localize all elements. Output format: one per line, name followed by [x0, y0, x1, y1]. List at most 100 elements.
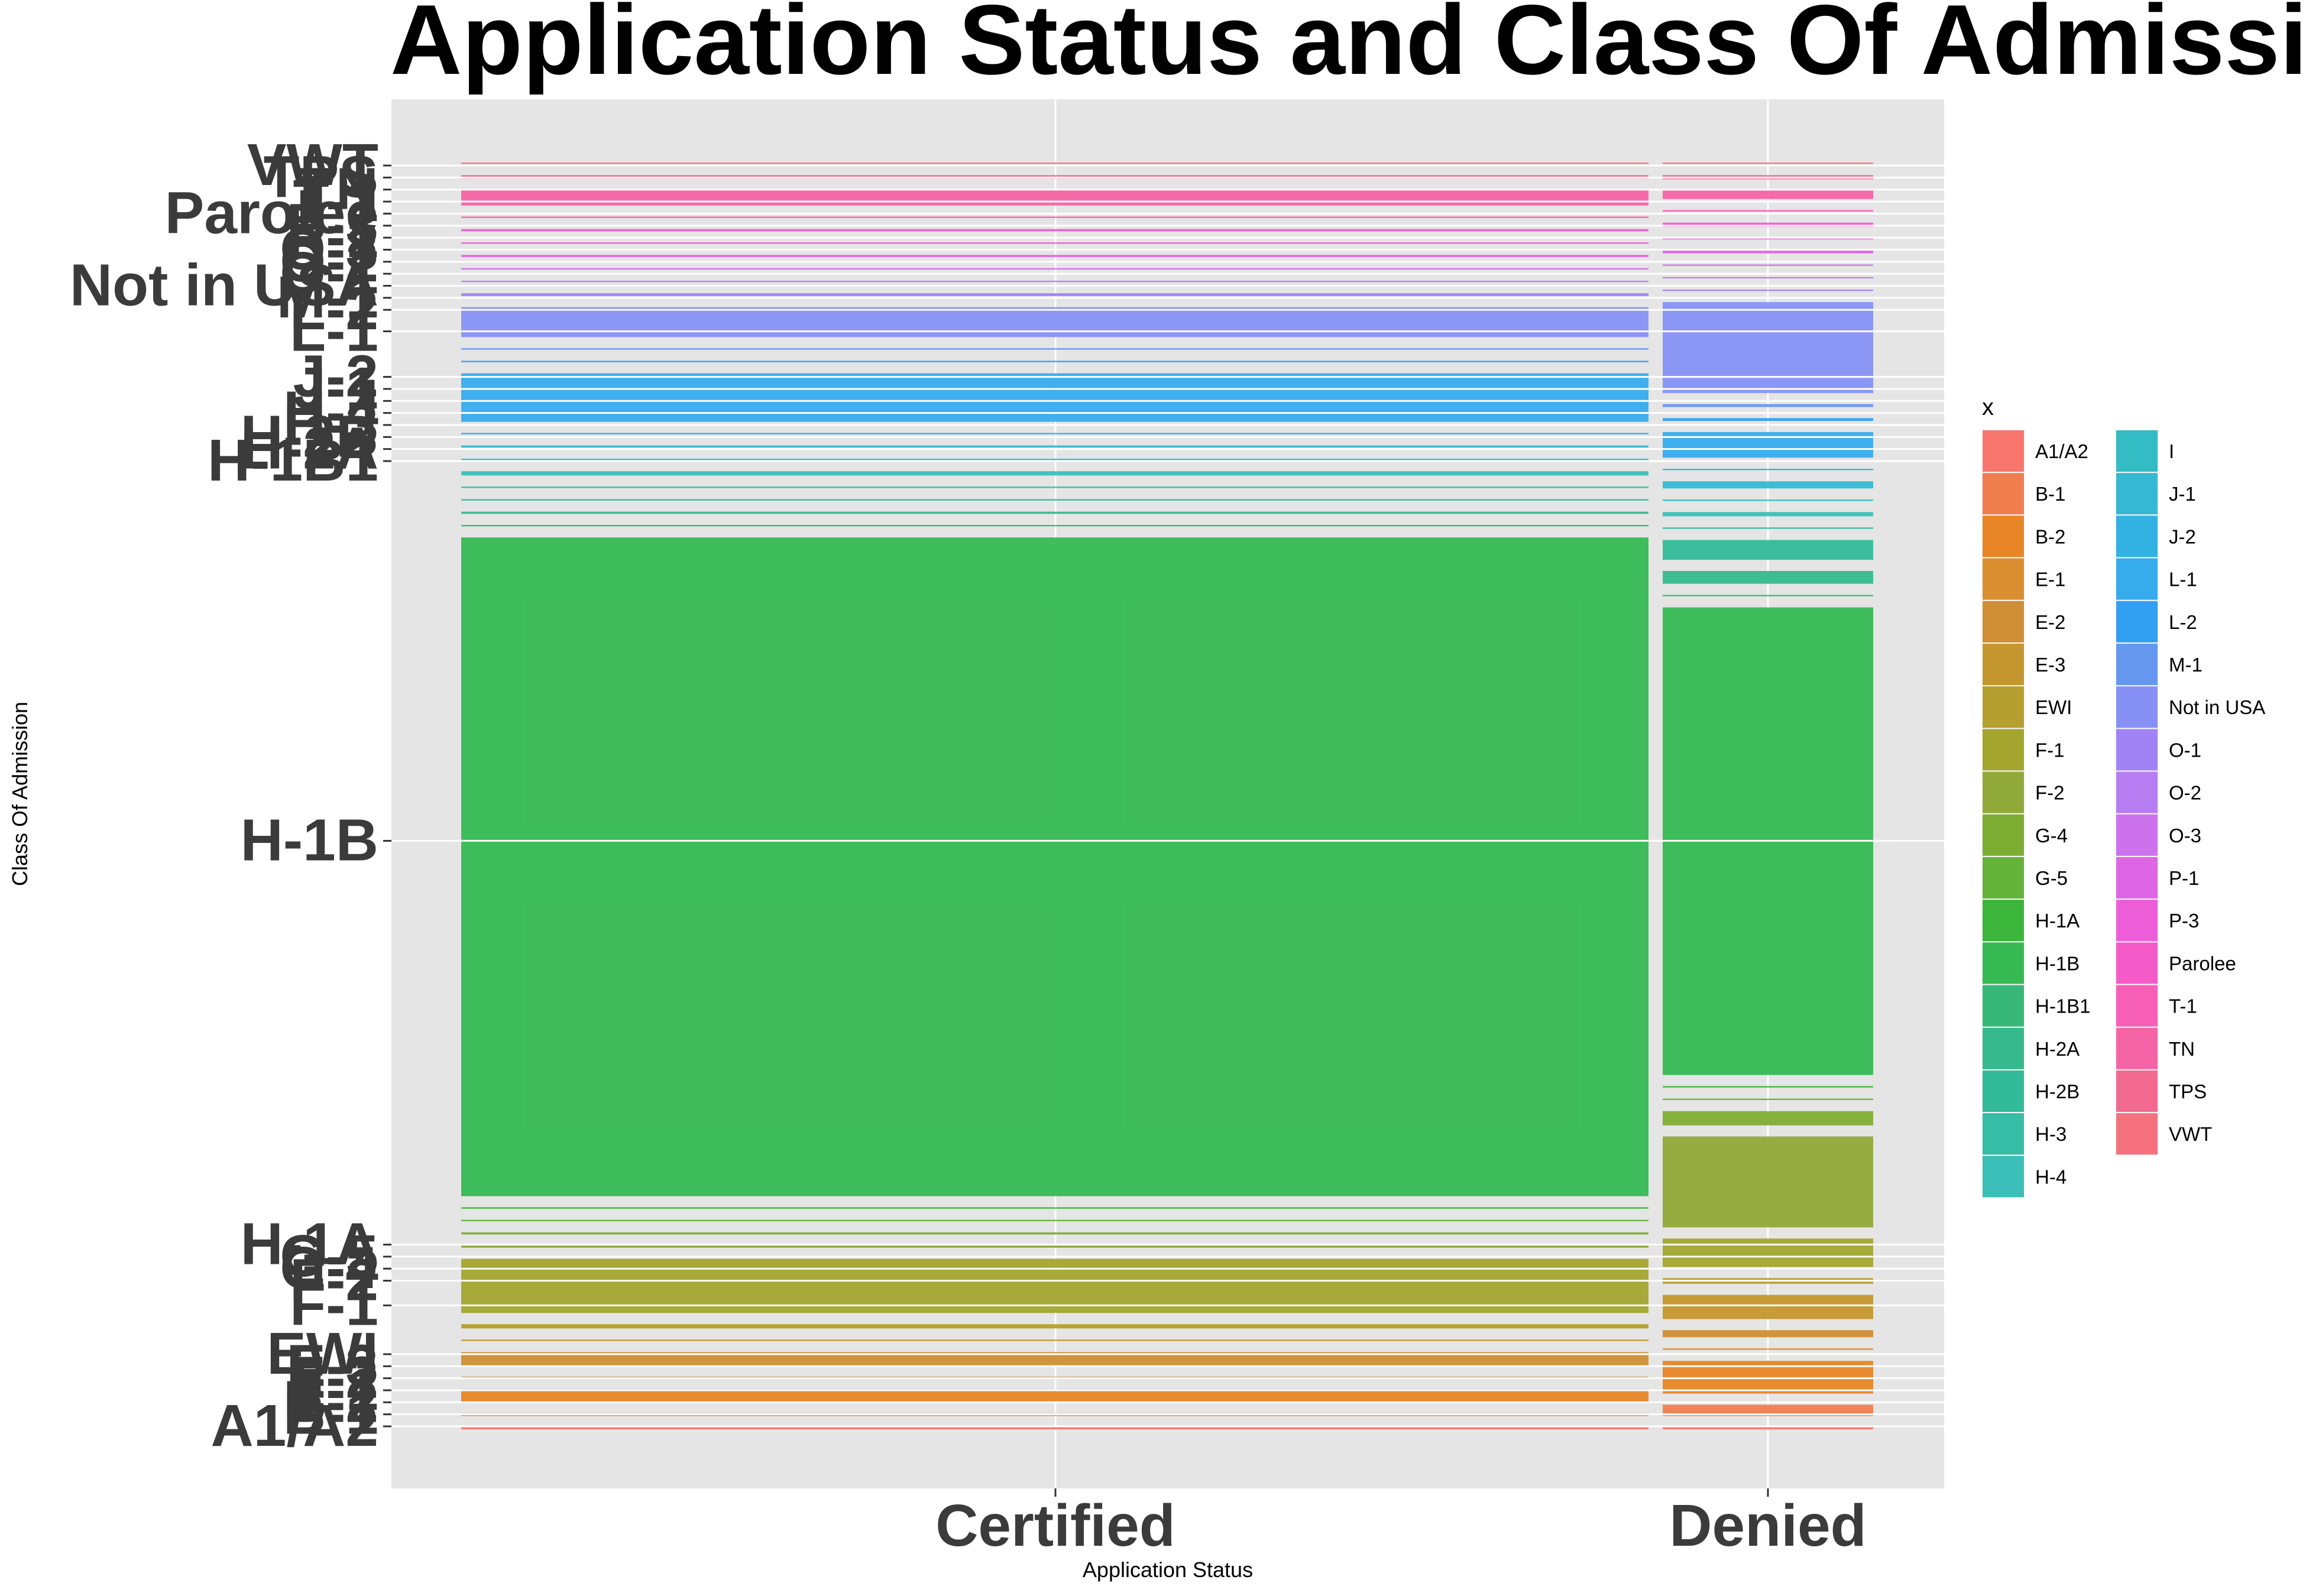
y-tick-label: G-5: [280, 1223, 378, 1289]
tile-denied-h-2b: [1663, 540, 1873, 560]
legend-swatch-o-1: [2116, 729, 2158, 771]
y-tick-label: O-1: [280, 240, 378, 306]
legend-label: J-1: [2169, 483, 2196, 505]
legend-label: E-2: [2035, 611, 2065, 633]
tile-denied-vwt: [1663, 163, 1873, 164]
legend-title: x: [1982, 394, 1994, 420]
legend-label: F-2: [2035, 782, 2065, 804]
legend-label: E-3: [2035, 654, 2065, 676]
tile-denied-h-1b1: [1663, 595, 1873, 596]
x-tick-label: Denied: [1669, 1493, 1866, 1559]
legend: x A1/A2 B-1 B-2 E-1 E-2 E-3 EWI F-1 F-2 G-4 G-5 H-1…: [1982, 394, 2265, 1198]
y-tick-label: H-1A: [241, 1211, 378, 1277]
tile-certified-tn: [461, 190, 1648, 206]
tile-certified-a1-a2: [461, 1427, 1648, 1429]
tile-denied-t-1: [1663, 210, 1873, 212]
tile-certified-b-2: [461, 1389, 1648, 1402]
x-axis: Certified Denied: [935, 1488, 1867, 1559]
legend-swatch-h-2b: [1983, 1071, 2024, 1112]
tile-certified-ewi: [461, 1324, 1648, 1329]
legend-label: EWI: [2035, 696, 2072, 718]
legend-swatch-f-1: [1983, 729, 2024, 771]
legend-label: I: [2169, 440, 2174, 462]
legend-swatch-j-2: [2116, 515, 2158, 557]
tile-certified-l-2: [461, 361, 1648, 362]
legend-label: H-1B: [2035, 952, 2080, 974]
tile-denied-h-2a: [1663, 570, 1873, 584]
legend-swatch-g-5: [1983, 857, 2024, 898]
legend-label: O-3: [2169, 825, 2201, 846]
tile-certified-e-2: [461, 1352, 1648, 1366]
legend-label: H-3: [2035, 1123, 2067, 1145]
chart-title: Application Status and Class Of Admissio…: [390, 0, 2306, 95]
tile-denied-a1-a2: [1663, 1427, 1873, 1429]
y-tick-label: H-3: [283, 391, 378, 458]
tile-denied-m-1: [1663, 404, 1873, 407]
legend-label: H-1B1: [2035, 995, 2091, 1017]
y-tick-label: F-1: [290, 1271, 378, 1338]
legend-swatch-e-3: [1983, 644, 2024, 685]
y-tick-label: P-1: [286, 204, 378, 270]
legend-swatch-j-1: [2116, 473, 2158, 515]
legend-swatch-b-2: [1983, 515, 2024, 557]
legend-swatch-h-3: [1983, 1113, 2024, 1155]
legend-swatch-ewi: [1983, 686, 2024, 728]
tile-denied-j-1: [1663, 481, 1873, 489]
y-tick-label: H-4: [283, 379, 379, 446]
tile-denied-f-1: [1663, 1238, 1873, 1267]
tile-certified-h-1b1: [461, 525, 1648, 527]
legend-label: Not in USA: [2169, 696, 2265, 718]
legend-swatch-tn: [2116, 1027, 2158, 1069]
legend-swatch-not-in-usa: [2116, 686, 2158, 728]
legend-swatch-vwt: [2116, 1113, 2158, 1155]
tile-certified-vwt: [461, 163, 1648, 164]
y-tick-label: B-2: [283, 1368, 378, 1435]
tile-denied-h-3: [1663, 527, 1873, 529]
y-tick-label: L-1: [290, 298, 378, 364]
tile-certified-g-4: [461, 1232, 1648, 1235]
y-tick-label: VWT: [247, 132, 378, 198]
legend-label: L-2: [2169, 611, 2197, 633]
legend-label: H-1A: [2035, 910, 2080, 932]
tile-denied-l-2: [1663, 418, 1873, 421]
tile-denied-not-in-usa: [1663, 302, 1873, 393]
y-tick-label: H-2B: [241, 403, 378, 469]
y-tick-label: L-2: [290, 276, 378, 342]
legend-swatch-h-1b1: [1983, 985, 2024, 1027]
y-tick-label: P-3: [286, 192, 378, 258]
legend-swatch-b-1: [1983, 473, 2024, 515]
legend-label: P-3: [2169, 910, 2199, 932]
legend-swatch-e-1: [1983, 558, 2024, 600]
tile-certified-p-1: [461, 255, 1648, 257]
tile-certified-m-1: [461, 348, 1648, 350]
legend-label: J-2: [2169, 525, 2196, 547]
tile-denied-b-1: [1663, 1404, 1873, 1416]
mosaic-tiles: [461, 163, 1873, 1429]
y-tick-label: E-1: [286, 1357, 378, 1423]
tile-certified-h-4: [461, 471, 1648, 476]
y-tick-label: TPS: [264, 144, 378, 210]
y-tick-label: A1/A2: [211, 1393, 378, 1459]
y-tick-label: TN: [300, 156, 378, 222]
y-tick-label: I: [362, 367, 378, 433]
legend-label: E-1: [2035, 569, 2065, 591]
tile-certified-i: [461, 458, 1648, 460]
tile-certified-j-1: [461, 445, 1648, 448]
legend-label: L-1: [2169, 569, 2197, 591]
tile-certified-j-2: [461, 433, 1648, 434]
y-tick-label: Parolee: [165, 180, 378, 246]
tile-denied-e-2: [1663, 1330, 1873, 1338]
tile-denied-e-1: [1663, 1348, 1873, 1350]
legend-label: TPS: [2169, 1081, 2207, 1102]
tile-denied-o-2: [1663, 277, 1873, 279]
legend-swatch-e-2: [1983, 601, 2024, 643]
legend-swatch-parolee: [2116, 942, 2158, 984]
x-axis-label: Application Status: [1083, 1558, 1253, 1582]
tile-denied-g-5: [1663, 1098, 1873, 1100]
legend-swatch-g-4: [1983, 814, 2024, 856]
tile-certified-t-1: [461, 216, 1648, 218]
y-tick-label: Not in USA: [70, 252, 378, 318]
y-tick-label: J-1: [293, 355, 378, 421]
tile-denied-o-1: [1663, 289, 1873, 291]
